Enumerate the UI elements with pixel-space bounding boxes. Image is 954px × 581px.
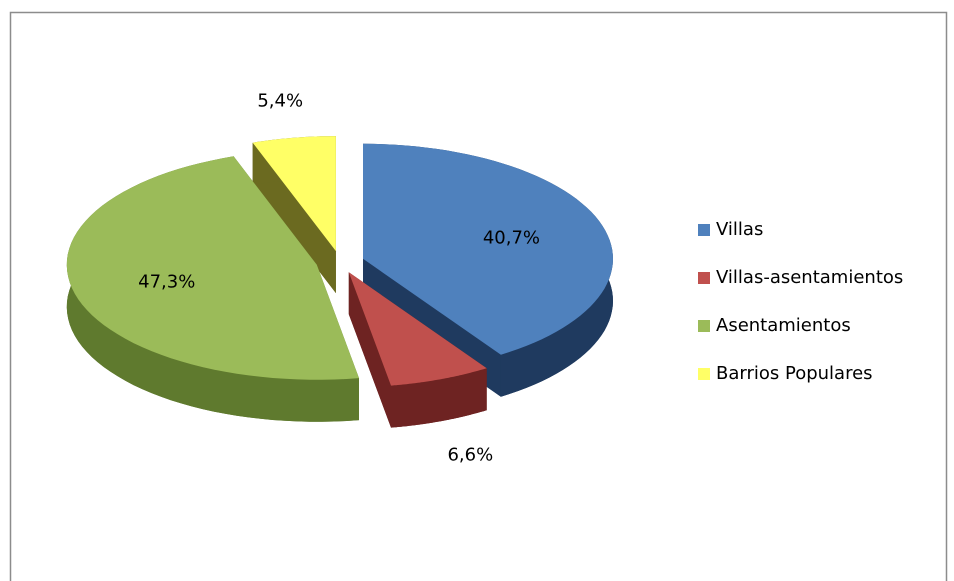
slice-top — [348, 272, 487, 386]
slice — [66, 156, 360, 422]
legend-swatch — [698, 224, 710, 236]
slice-top — [252, 136, 336, 252]
legend-swatch — [698, 368, 710, 380]
slice-wall — [348, 272, 391, 428]
data-label: 47,3% — [138, 272, 195, 293]
legend-swatch — [698, 272, 710, 284]
legend: Villas Villas-asentamientos Asentamientos B… — [698, 219, 903, 384]
slice-top — [363, 143, 613, 355]
slice-side — [391, 368, 487, 428]
legend-label: Barrios Populares — [716, 363, 873, 384]
data-label: 40,7% — [483, 227, 540, 248]
slice — [348, 272, 487, 428]
legend-label: Villas — [716, 219, 763, 240]
data-label: 5,4% — [257, 90, 303, 111]
pie — [66, 136, 613, 428]
slice-top — [66, 156, 360, 380]
data-label: 6,6% — [447, 444, 493, 465]
legend-label: Asentamientos — [716, 315, 851, 336]
slice — [363, 143, 613, 397]
legend-label: Villas-asentamientos — [716, 267, 903, 288]
legend-swatch — [698, 320, 710, 332]
data-labels: 40,7% 6,6% 47,3% 5,4% — [138, 90, 540, 465]
